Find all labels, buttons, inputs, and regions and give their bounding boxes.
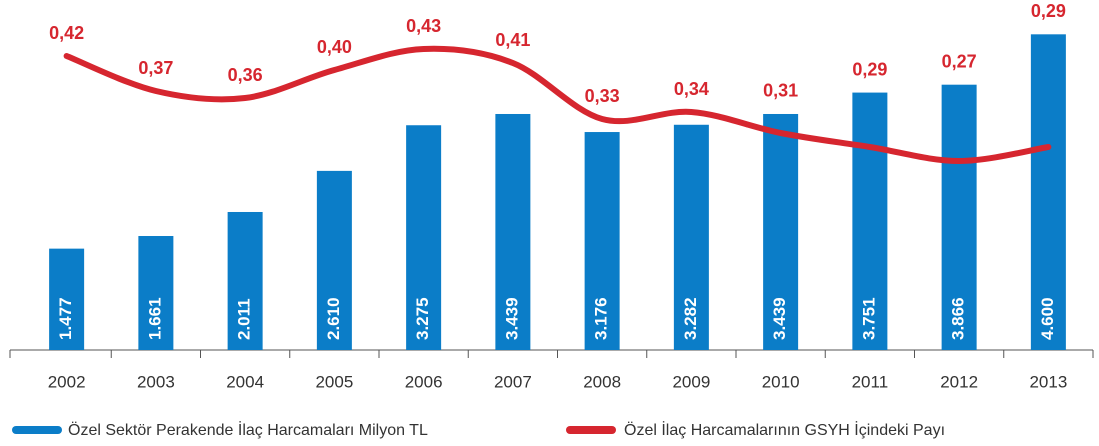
- bar-value-label: 3.275: [413, 297, 432, 340]
- bar: [763, 113, 799, 350]
- bar: [49, 248, 85, 350]
- line-value-label: 0,29: [1031, 1, 1066, 21]
- bar: [406, 125, 442, 351]
- line-value-label: 0,29: [852, 59, 887, 79]
- x-tick-label: 2013: [1029, 372, 1067, 391]
- line-value-label: 0,40: [317, 37, 352, 57]
- line-value-label: 0,31: [763, 81, 798, 101]
- x-tick-label: 2002: [48, 372, 86, 391]
- bar: [316, 170, 352, 350]
- bar: [138, 236, 174, 350]
- x-tick-label: 2010: [762, 372, 800, 391]
- line-value-label: 0,34: [674, 79, 709, 99]
- bar: [673, 124, 709, 350]
- bar: [1030, 34, 1066, 351]
- x-tick-label: 2012: [940, 372, 978, 391]
- legend-label: Özel Sektör Perakende İlaç Harcamaları M…: [68, 420, 428, 439]
- line-value-label: 0,41: [495, 30, 530, 50]
- line-value-label: 0,37: [138, 58, 173, 78]
- x-tick-label: 2006: [405, 372, 443, 391]
- x-tick-label: 2009: [672, 372, 710, 391]
- line-value-label: 0,43: [406, 16, 441, 36]
- bar: [227, 211, 263, 350]
- bar-value-label: 2.610: [324, 297, 343, 340]
- bar-value-label: 3.439: [770, 297, 789, 340]
- bar-value-label: 2.011: [235, 298, 254, 340]
- bar-value-label: 3.176: [592, 297, 611, 340]
- x-tick-label: 2011: [852, 372, 889, 391]
- bar-value-label: 1.477: [56, 297, 75, 340]
- legend-label: Özel İlaç Harcamalarının GSYH İçindeki P…: [624, 420, 945, 439]
- bar-value-label: 3.751: [859, 297, 878, 340]
- bar: [941, 84, 977, 350]
- line-value-label: 0,36: [228, 65, 263, 85]
- bar-value-label: 3.439: [502, 297, 521, 340]
- x-tick-label: 2003: [137, 372, 175, 391]
- line-value-label: 0,42: [49, 23, 84, 43]
- x-tick-label: 2007: [494, 372, 532, 391]
- bar-value-label: 3.282: [681, 297, 700, 340]
- bar: [495, 113, 531, 350]
- x-tick-label: 2005: [315, 372, 353, 391]
- line: [63, 45, 1052, 165]
- bar: [584, 132, 620, 350]
- bar-value-label: 3.866: [949, 297, 968, 340]
- line-value-label: 0,27: [942, 51, 977, 71]
- line-value-label: 0,33: [585, 86, 620, 106]
- bar-value-label: 4.600: [1038, 297, 1057, 340]
- bar-value-label: 1.661: [145, 297, 164, 340]
- x-tick-label: 2004: [226, 372, 264, 391]
- bar: [852, 92, 888, 350]
- x-tick-label: 2008: [583, 372, 621, 391]
